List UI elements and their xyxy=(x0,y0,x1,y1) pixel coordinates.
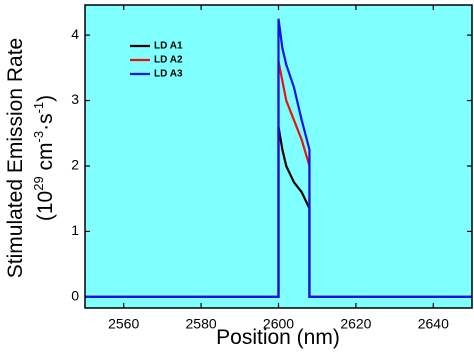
y-axis-units-part: -3 xyxy=(31,131,46,143)
plot-frame xyxy=(84,4,473,309)
y-axis-units-part: 29 xyxy=(31,176,46,190)
x-tick-label: 2580 xyxy=(186,315,217,331)
y-tick-label: 0 xyxy=(71,288,79,304)
y-axis-units-part: cm xyxy=(34,142,57,176)
x-tick-label: 2640 xyxy=(418,315,449,331)
y-tick-label: 2 xyxy=(71,157,79,173)
y-axis-units-part: ) xyxy=(34,95,57,102)
y-tick-label: 4 xyxy=(71,26,79,42)
y-axis-units-part: -1 xyxy=(31,102,46,114)
x-tick-label: 2620 xyxy=(340,315,371,331)
y-tick-label: 3 xyxy=(71,91,79,107)
y-axis-units-part: ·s xyxy=(34,113,57,131)
x-axis-title: Position (nm) xyxy=(216,326,340,349)
y-tick-label: 1 xyxy=(71,222,79,238)
y-axis-units: (1029 cm-3·s-1) xyxy=(31,95,57,221)
legend-label: LD A1 xyxy=(154,41,183,52)
y-axis-title: Stimulated Emission Rate xyxy=(4,38,27,278)
x-tick-label: 2600 xyxy=(263,315,294,331)
x-tick-label: 2560 xyxy=(108,315,139,331)
y-axis-units-part: (10 xyxy=(34,191,57,221)
legend-label: LD A2 xyxy=(154,55,183,66)
legend-label: LD A3 xyxy=(154,69,183,80)
data-line xyxy=(85,18,472,298)
